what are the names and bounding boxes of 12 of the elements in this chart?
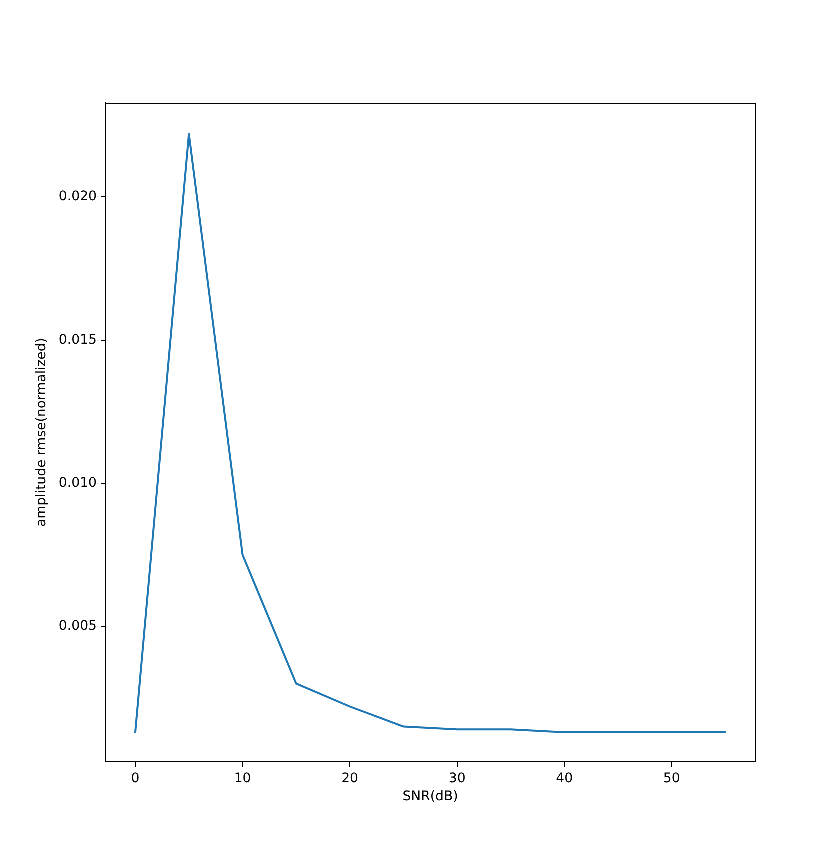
y-axis-title: amplitude rmse(normalized): [34, 338, 50, 527]
y-tick-label: 0.005: [58, 619, 97, 634]
x-tick-label: 20: [342, 771, 359, 786]
y-tick-label: 0.010: [58, 476, 97, 491]
y-tick-label: 0.020: [58, 190, 97, 205]
y-tick-label: 0.015: [58, 332, 97, 348]
x-tick-label: 40: [556, 771, 574, 786]
x-tick-label: 10: [234, 771, 252, 786]
x-axis-title: SNR(dB): [402, 789, 458, 804]
x-tick-label: 50: [663, 771, 680, 786]
x-tick-label: 0: [131, 771, 140, 786]
x-tick-label: 30: [448, 771, 466, 786]
